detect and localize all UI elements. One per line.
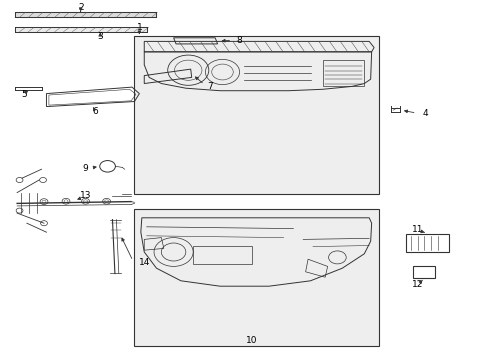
Circle shape xyxy=(102,198,110,204)
Text: 5: 5 xyxy=(21,90,27,99)
Bar xyxy=(193,246,251,264)
Bar xyxy=(134,209,378,346)
Text: 12: 12 xyxy=(411,280,423,289)
Text: 13: 13 xyxy=(80,191,91,199)
Text: 8: 8 xyxy=(236,36,242,45)
Text: 4: 4 xyxy=(422,109,427,118)
Text: 10: 10 xyxy=(245,336,257,345)
Text: 7: 7 xyxy=(207,82,213,91)
Text: 9: 9 xyxy=(82,164,88,173)
Circle shape xyxy=(16,177,23,183)
Bar xyxy=(322,60,364,86)
Text: 11: 11 xyxy=(411,225,423,234)
Circle shape xyxy=(16,208,23,213)
Bar xyxy=(134,36,378,194)
Text: 6: 6 xyxy=(92,107,98,116)
Text: 2: 2 xyxy=(78,3,83,12)
Text: 14: 14 xyxy=(138,258,150,266)
Circle shape xyxy=(62,198,70,204)
Bar xyxy=(405,234,448,252)
Bar xyxy=(412,266,434,278)
Circle shape xyxy=(40,177,46,183)
Text: 1: 1 xyxy=(136,22,142,31)
Circle shape xyxy=(40,199,48,204)
Circle shape xyxy=(41,221,47,226)
Text: 3: 3 xyxy=(97,32,103,41)
Circle shape xyxy=(81,198,89,204)
